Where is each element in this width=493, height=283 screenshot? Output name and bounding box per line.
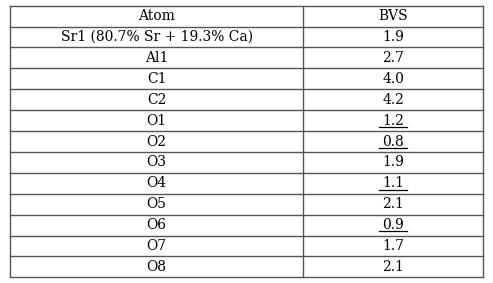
- Text: 0.9: 0.9: [383, 218, 404, 232]
- Text: Sr1 (80.7% Sr + 19.3% Ca): Sr1 (80.7% Sr + 19.3% Ca): [61, 30, 252, 44]
- Text: O5: O5: [146, 197, 167, 211]
- Text: O3: O3: [146, 155, 167, 170]
- Text: 1.7: 1.7: [382, 239, 404, 253]
- Text: Al1: Al1: [145, 51, 168, 65]
- Text: 4.2: 4.2: [382, 93, 404, 107]
- Text: 1.9: 1.9: [382, 155, 404, 170]
- Text: O1: O1: [146, 113, 167, 128]
- Text: 2.1: 2.1: [382, 260, 404, 274]
- Text: O7: O7: [146, 239, 167, 253]
- Text: 2.7: 2.7: [382, 51, 404, 65]
- Text: Atom: Atom: [138, 9, 175, 23]
- Text: 1.1: 1.1: [382, 176, 404, 190]
- Text: C2: C2: [147, 93, 166, 107]
- Text: O4: O4: [146, 176, 167, 190]
- Text: O8: O8: [146, 260, 167, 274]
- Text: 1.2: 1.2: [382, 113, 404, 128]
- Text: 4.0: 4.0: [382, 72, 404, 86]
- Text: O6: O6: [146, 218, 167, 232]
- Text: BVS: BVS: [379, 9, 408, 23]
- Text: 1.9: 1.9: [382, 30, 404, 44]
- Text: 0.8: 0.8: [383, 134, 404, 149]
- Text: 2.1: 2.1: [382, 197, 404, 211]
- Text: O2: O2: [146, 134, 167, 149]
- Text: C1: C1: [147, 72, 166, 86]
